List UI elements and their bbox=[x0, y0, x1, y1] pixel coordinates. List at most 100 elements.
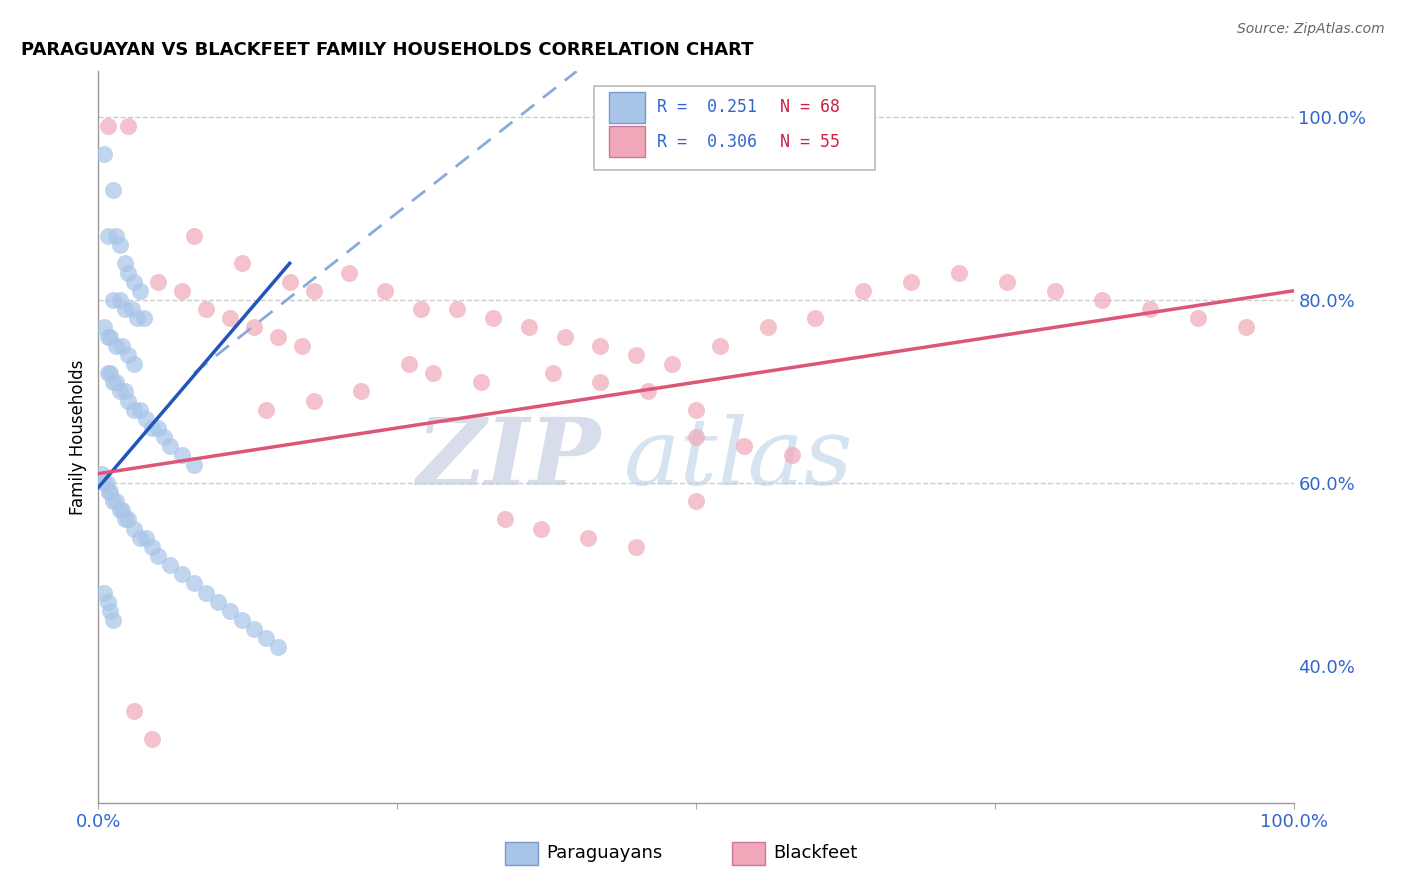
Point bbox=[172, 448, 194, 462]
Text: Paraguayans: Paraguayans bbox=[547, 844, 662, 863]
Bar bbox=[505, 841, 538, 865]
Point bbox=[124, 402, 146, 417]
Point bbox=[98, 485, 122, 500]
Point bbox=[852, 284, 875, 298]
Point bbox=[121, 301, 143, 317]
Point bbox=[129, 402, 152, 417]
Point bbox=[93, 475, 115, 490]
Point bbox=[207, 595, 229, 609]
Text: atlas: atlas bbox=[624, 414, 853, 504]
Point bbox=[948, 266, 970, 280]
Point bbox=[124, 357, 146, 371]
Point bbox=[101, 293, 124, 307]
Point bbox=[108, 293, 131, 307]
Point bbox=[97, 595, 120, 609]
Point bbox=[172, 567, 194, 582]
Point bbox=[148, 275, 170, 289]
Point bbox=[108, 238, 131, 252]
Point bbox=[1234, 320, 1257, 334]
Point bbox=[125, 311, 148, 326]
Point bbox=[98, 485, 121, 500]
Point bbox=[111, 339, 134, 353]
Point bbox=[554, 329, 576, 343]
Point bbox=[1091, 293, 1114, 307]
Point bbox=[129, 284, 152, 298]
Text: N = 68: N = 68 bbox=[779, 98, 839, 116]
Point bbox=[141, 421, 163, 435]
Point bbox=[117, 348, 139, 362]
Point bbox=[105, 229, 128, 244]
Point bbox=[101, 613, 124, 627]
Point bbox=[105, 339, 128, 353]
Point bbox=[129, 531, 152, 545]
Point bbox=[995, 275, 1018, 289]
Text: ZIP: ZIP bbox=[416, 414, 600, 504]
Point bbox=[350, 384, 373, 399]
Text: Blackfeet: Blackfeet bbox=[773, 844, 858, 863]
Point bbox=[148, 421, 170, 435]
Point bbox=[661, 357, 683, 371]
Point bbox=[254, 632, 277, 646]
Point bbox=[91, 467, 114, 481]
Point bbox=[685, 494, 707, 508]
Point bbox=[446, 301, 468, 317]
Point bbox=[172, 284, 194, 298]
Point bbox=[494, 512, 516, 526]
Point bbox=[637, 384, 659, 399]
Point bbox=[98, 329, 122, 343]
Point bbox=[302, 393, 325, 408]
Point bbox=[780, 448, 803, 462]
Point bbox=[194, 585, 218, 599]
Point bbox=[804, 311, 827, 326]
Point bbox=[97, 229, 120, 244]
Point bbox=[589, 339, 612, 353]
Point bbox=[124, 705, 146, 719]
Point bbox=[529, 521, 551, 535]
Point bbox=[97, 329, 120, 343]
Point bbox=[117, 120, 139, 134]
Text: PARAGUAYAN VS BLACKFEET FAMILY HOUSEHOLDS CORRELATION CHART: PARAGUAYAN VS BLACKFEET FAMILY HOUSEHOLD… bbox=[21, 41, 754, 59]
Point bbox=[148, 549, 170, 563]
Point bbox=[183, 458, 205, 472]
Point bbox=[339, 266, 360, 280]
Point bbox=[470, 376, 492, 390]
Point bbox=[1043, 284, 1066, 298]
Point bbox=[267, 329, 290, 343]
Point bbox=[183, 229, 205, 244]
Point bbox=[183, 576, 205, 591]
Point bbox=[101, 183, 124, 197]
Point bbox=[98, 604, 122, 618]
Text: R =  0.251: R = 0.251 bbox=[657, 98, 756, 116]
Point bbox=[243, 320, 266, 334]
Point bbox=[756, 320, 779, 334]
Bar bbox=[733, 841, 765, 865]
Point bbox=[132, 311, 155, 326]
Point bbox=[626, 348, 648, 362]
Point bbox=[117, 393, 139, 408]
Text: N = 55: N = 55 bbox=[779, 133, 839, 151]
Point bbox=[124, 275, 146, 289]
Point bbox=[114, 301, 136, 317]
Point bbox=[101, 494, 124, 508]
Point bbox=[194, 301, 218, 317]
Point bbox=[93, 320, 115, 334]
Point bbox=[141, 731, 163, 746]
Point bbox=[153, 430, 176, 444]
Point bbox=[278, 275, 301, 289]
Point bbox=[93, 585, 115, 599]
Point bbox=[159, 558, 181, 573]
Point bbox=[733, 439, 755, 453]
Point bbox=[93, 146, 115, 161]
Point bbox=[231, 613, 253, 627]
Point bbox=[114, 256, 136, 270]
Bar bbox=[609, 126, 644, 157]
Text: R =  0.306: R = 0.306 bbox=[657, 133, 756, 151]
Point bbox=[589, 376, 612, 390]
Point bbox=[114, 384, 136, 399]
Point bbox=[291, 339, 314, 353]
Point bbox=[219, 311, 242, 326]
Point bbox=[108, 503, 131, 517]
Point bbox=[517, 320, 540, 334]
Point bbox=[254, 402, 277, 417]
Point bbox=[267, 640, 290, 655]
